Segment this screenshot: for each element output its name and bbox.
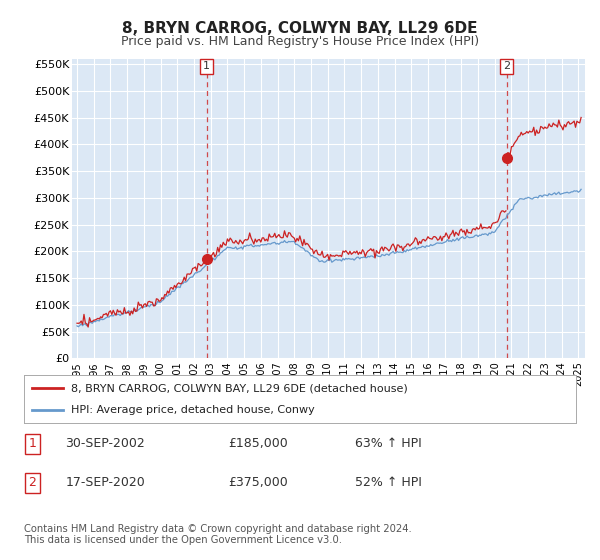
Text: 8, BRYN CARROG, COLWYN BAY, LL29 6DE (detached house): 8, BRYN CARROG, COLWYN BAY, LL29 6DE (de… [71, 383, 407, 393]
Text: HPI: Average price, detached house, Conwy: HPI: Average price, detached house, Conw… [71, 405, 314, 415]
Text: 1: 1 [28, 437, 36, 450]
Text: £375,000: £375,000 [228, 477, 288, 489]
Text: 2: 2 [28, 477, 36, 489]
Text: 1: 1 [203, 61, 210, 71]
Text: 30-SEP-2002: 30-SEP-2002 [65, 437, 145, 450]
Text: 2: 2 [503, 61, 510, 71]
Text: 17-SEP-2020: 17-SEP-2020 [65, 477, 145, 489]
Text: Contains HM Land Registry data © Crown copyright and database right 2024.
This d: Contains HM Land Registry data © Crown c… [24, 524, 412, 545]
Text: £185,000: £185,000 [228, 437, 288, 450]
Text: 52% ↑ HPI: 52% ↑ HPI [355, 477, 422, 489]
Text: Price paid vs. HM Land Registry's House Price Index (HPI): Price paid vs. HM Land Registry's House … [121, 35, 479, 48]
Text: 63% ↑ HPI: 63% ↑ HPI [355, 437, 422, 450]
Text: 8, BRYN CARROG, COLWYN BAY, LL29 6DE: 8, BRYN CARROG, COLWYN BAY, LL29 6DE [122, 21, 478, 36]
